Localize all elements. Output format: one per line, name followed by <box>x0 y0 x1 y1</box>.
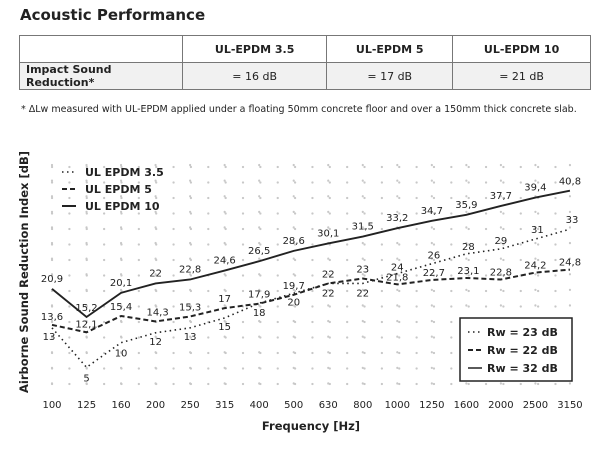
data-label: 12 <box>149 337 162 348</box>
data-label: 29 <box>495 236 508 247</box>
rw-label: Rw = 32 dB <box>487 362 558 375</box>
data-label: 23,1 <box>457 266 479 277</box>
data-label: 23 <box>356 265 369 276</box>
data-label: 20,9 <box>41 274 63 285</box>
chart-axis: 100 125 160 200 250 315 400 500 630 800 1000 1250 16… <box>42 400 582 411</box>
data-label: 24,8 <box>559 258 581 269</box>
legend-label: UL EPDM 5 <box>85 183 152 196</box>
data-label: 13 <box>43 332 56 343</box>
data-label: 5 <box>83 373 89 384</box>
data-label: 17 <box>218 294 231 305</box>
data-label: 10 <box>115 349 128 360</box>
data-label: 15 <box>218 322 231 333</box>
chart-series-lines <box>51 189 571 369</box>
data-label: 20,1 <box>110 278 132 289</box>
x-tick-label: 200 <box>146 400 165 411</box>
chart-grid <box>50 163 572 399</box>
data-label: 33 <box>566 215 579 226</box>
data-label: 22,8 <box>179 264 201 275</box>
data-label: 22,7 <box>423 268 445 279</box>
data-label: 24,6 <box>214 256 236 267</box>
footnote: * ΔLw measured with UL-EPDM applied unde… <box>21 104 577 115</box>
chart-data-labels: 13 5 10 12 13 15 18 20 22 22 24 26 28 29 31 33 13,6 12,1 1… <box>41 177 581 385</box>
x-tick-label: 100 <box>42 400 61 411</box>
x-tick-label: 125 <box>77 400 96 411</box>
data-label: 22 <box>322 269 335 280</box>
data-label: 26,5 <box>248 246 270 257</box>
table-cell: = 16 dB <box>181 62 328 90</box>
data-label: 35,9 <box>455 200 477 211</box>
column-header: UL-EPDM 10 <box>452 35 591 63</box>
x-tick-label: 2500 <box>523 400 548 411</box>
x-tick-label: 800 <box>353 400 372 411</box>
impact-sound-table: UL-EPDM 3.5 UL-EPDM 5 UL-EPDM 10 Impact … <box>19 35 591 90</box>
data-label: 40,8 <box>559 177 581 188</box>
data-label: 39,4 <box>524 183 546 194</box>
data-label: 15,4 <box>110 302 132 313</box>
x-tick-label: 160 <box>112 400 131 411</box>
table-cell: = 17 dB <box>326 62 454 90</box>
x-tick-label: 630 <box>319 400 338 411</box>
x-tick-label: 1250 <box>419 400 444 411</box>
x-tick-label: 315 <box>215 400 234 411</box>
x-tick-label: 2000 <box>488 400 513 411</box>
table-cell: = 21 dB <box>452 62 591 90</box>
x-tick-label: 500 <box>284 400 303 411</box>
data-label: 24 <box>391 263 404 274</box>
data-label: 22,8 <box>490 267 512 278</box>
rw-label: Rw = 22 dB <box>487 344 558 357</box>
x-axis-label: Frequency [Hz] <box>262 419 360 433</box>
data-label: 31 <box>531 225 544 236</box>
data-label: 18 <box>253 308 266 319</box>
data-label: 15,2 <box>75 303 97 314</box>
data-label: 21,8 <box>386 272 408 283</box>
table-row: Impact Sound Reduction* = 16 dB = 17 dB … <box>19 62 591 90</box>
column-header: UL-EPDM 3.5 <box>181 35 328 63</box>
row-label: Impact Sound Reduction* <box>19 62 183 90</box>
page-title: Acoustic Performance <box>20 6 206 24</box>
data-label: 30,1 <box>317 228 339 239</box>
series-line-solid <box>51 189 571 319</box>
series-line-dotted <box>51 228 571 369</box>
data-label: 19,7 <box>283 281 305 292</box>
data-label: 22 <box>322 288 335 299</box>
data-label: 20 <box>287 297 300 308</box>
data-label: 26 <box>427 251 440 262</box>
data-label: 28,6 <box>283 236 305 247</box>
data-label: 17,9 <box>248 290 270 301</box>
data-label: 24,2 <box>524 261 546 272</box>
x-tick-label: 400 <box>250 400 269 411</box>
rw-label: Rw = 23 dB <box>487 326 558 339</box>
x-tick-label: 1000 <box>385 400 410 411</box>
x-tick-label: 250 <box>181 400 200 411</box>
data-label: 28 <box>462 242 475 253</box>
data-label: 34,7 <box>421 206 443 217</box>
legend-label: UL EPDM 3.5 <box>85 166 164 179</box>
x-tick-label: 1600 <box>454 400 479 411</box>
data-label: 12,1 <box>75 319 97 330</box>
data-label: 13 <box>184 332 197 343</box>
data-label: 37,7 <box>490 191 512 202</box>
table-header-row: UL-EPDM 3.5 UL-EPDM 5 UL-EPDM 10 <box>19 35 591 63</box>
data-label: 14,3 <box>146 307 168 318</box>
legend-label: UL EPDM 10 <box>85 200 160 213</box>
data-label: 15,3 <box>179 302 201 313</box>
data-label: 22 <box>356 288 369 299</box>
x-tick-label: 3150 <box>557 400 582 411</box>
data-label: 31,5 <box>352 222 374 233</box>
data-label: 13,6 <box>41 312 63 323</box>
chart-legend: UL EPDM 3.5 UL EPDM 5 UL EPDM 10 <box>62 166 164 213</box>
data-label: 22 <box>149 268 162 279</box>
rw-summary-box: Rw = 23 dB Rw = 22 dB Rw = 32 dB <box>459 317 573 382</box>
y-axis-label: Airborne Sound Reduction Index [dB] <box>17 151 31 393</box>
series-line-dashed <box>51 268 571 334</box>
data-label: 33,2 <box>386 213 408 224</box>
